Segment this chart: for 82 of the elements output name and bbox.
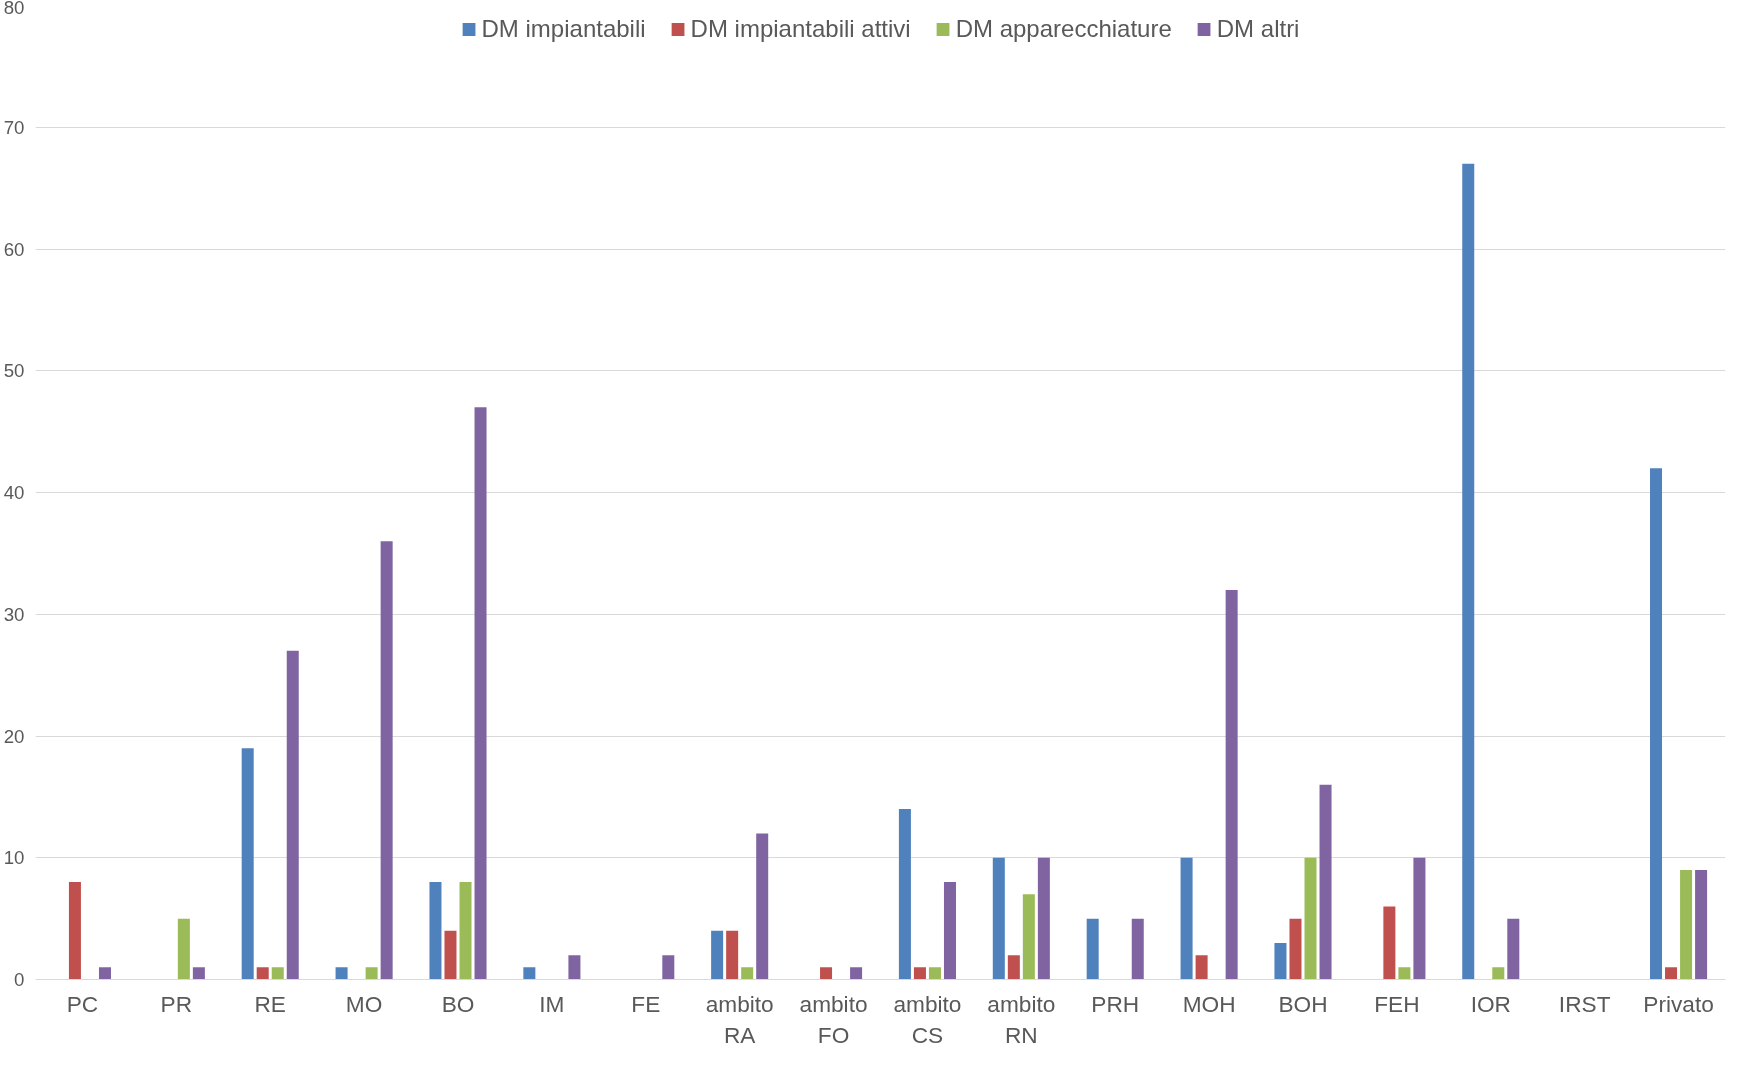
bar [1180, 857, 1193, 980]
x-tick-label: ambito FO [799, 990, 868, 1048]
x-tick-label: RE [254, 990, 286, 1017]
x-tick-label: MOH [1182, 990, 1236, 1017]
x-tick-label: PC [66, 990, 99, 1017]
y-tick-label: 50 [3, 360, 25, 382]
bar [98, 967, 111, 980]
bar [711, 930, 724, 980]
bar [1225, 589, 1238, 980]
x-tick-label: MO [345, 990, 383, 1017]
bar [1319, 784, 1332, 980]
bar [380, 541, 393, 980]
bar [1492, 967, 1505, 980]
bar [1195, 955, 1208, 980]
bar [459, 882, 472, 980]
bar [850, 967, 863, 980]
bar [1507, 918, 1520, 980]
bar [177, 918, 190, 980]
y-tick-label: 30 [3, 603, 25, 625]
y-tick-label: 40 [3, 482, 25, 503]
bar [820, 967, 833, 980]
x-tick-label: IM [539, 990, 565, 1017]
bar [1383, 906, 1396, 980]
bar [898, 809, 911, 980]
y-tick-label: 80 [3, 0, 25, 18]
y-tick-label: 60 [3, 238, 25, 260]
bar [756, 833, 769, 980]
y-tick-label: 20 [3, 725, 25, 747]
x-tick-label: IOR [1470, 990, 1511, 1017]
bar [726, 930, 739, 980]
bar [523, 967, 536, 980]
x-tick-label: ambito RA [705, 990, 774, 1048]
bar [192, 967, 205, 980]
legend-label: DM altri [1216, 15, 1300, 43]
bar [1131, 918, 1144, 980]
bar [1650, 468, 1663, 980]
bar [335, 967, 348, 980]
bar [1680, 869, 1693, 980]
x-tick-label: BO [441, 990, 475, 1017]
bar [1304, 857, 1317, 980]
bar [1462, 163, 1475, 980]
x-tick-label: IRST [1558, 990, 1611, 1017]
bar [1007, 955, 1020, 980]
y-tick-label: 0 [14, 969, 25, 990]
bar [1274, 942, 1287, 980]
y-tick-label: 10 [3, 847, 25, 869]
bar [429, 882, 442, 980]
bar [365, 967, 378, 980]
bar [271, 967, 284, 980]
bar [928, 967, 941, 980]
bar [662, 955, 675, 980]
legend-label: DM impiantabili [481, 15, 646, 43]
x-tick-label: FEH [1374, 990, 1420, 1017]
y-tick-label: 70 [3, 116, 25, 138]
bar [474, 407, 487, 980]
bar [1665, 967, 1678, 980]
bar [992, 857, 1005, 980]
x-tick-label: PR [160, 990, 193, 1017]
bar [1413, 857, 1426, 980]
bar [241, 748, 254, 980]
bar [444, 930, 457, 980]
x-tick-label: FE [631, 990, 661, 1017]
x-tick-label: PRH [1091, 990, 1140, 1017]
bar [568, 955, 581, 980]
bar [286, 650, 299, 980]
bar [943, 882, 956, 980]
bar [913, 967, 926, 980]
x-tick-label: Privato [1643, 990, 1714, 1017]
bar [741, 967, 754, 980]
bar [1086, 918, 1099, 980]
bar [1289, 918, 1302, 980]
bar [68, 882, 81, 980]
x-tick-label: BOH [1278, 990, 1328, 1017]
bar [1398, 967, 1411, 980]
bar [256, 967, 269, 980]
bar [1022, 894, 1035, 980]
x-tick-label: ambito CS [893, 990, 962, 1048]
bar [1695, 869, 1708, 980]
legend-label: DM impiantabili attivi [690, 15, 911, 43]
legend-label: DM apparecchiature [955, 15, 1172, 43]
bar [1037, 857, 1050, 980]
x-tick-label: ambito RN [987, 990, 1056, 1048]
